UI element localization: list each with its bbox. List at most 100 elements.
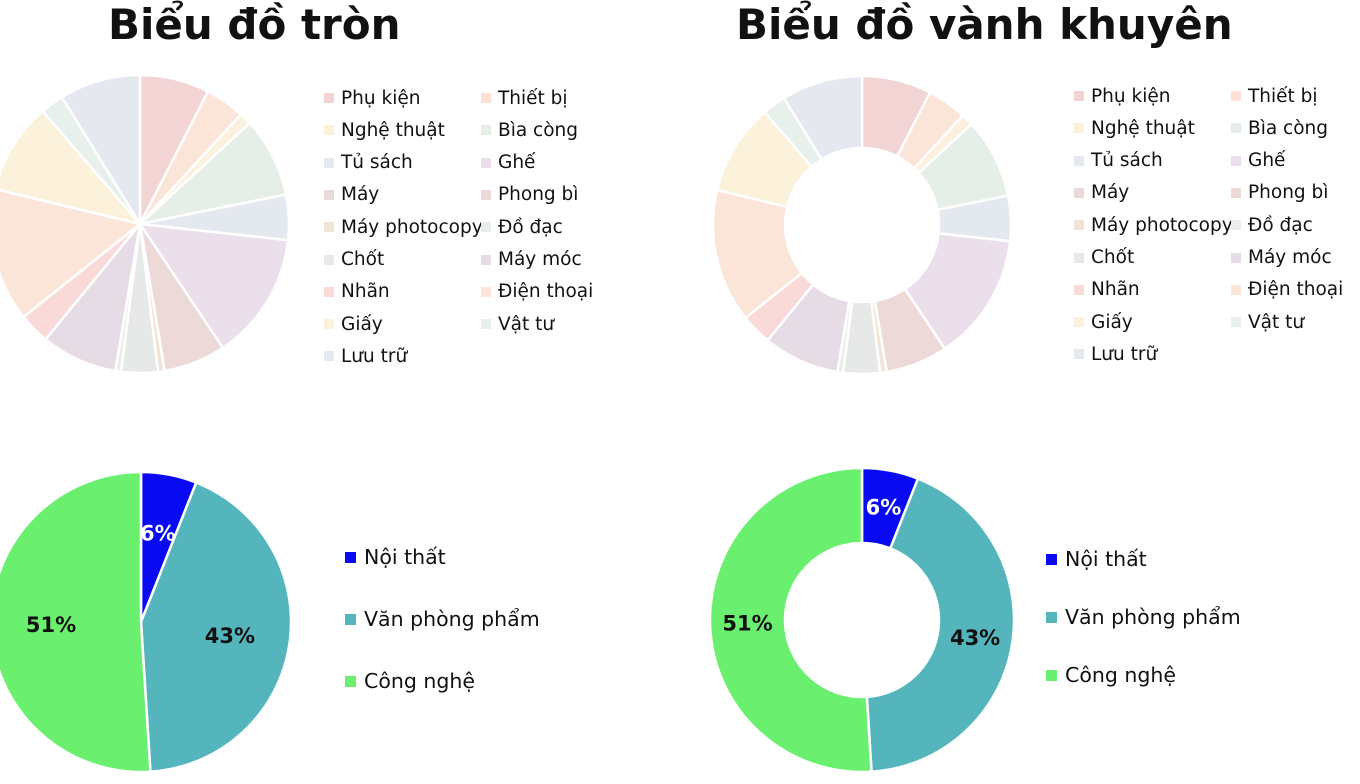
legend-item-phu-kien: Phụ kiện (1074, 84, 1170, 108)
legend-label: Máy móc (498, 249, 582, 270)
legend-label: Lưu trữ (1091, 343, 1158, 365)
legend-item-van-phong-pham: Văn phòng phẩm (1046, 604, 1241, 630)
legend-swatch (1074, 220, 1084, 231)
legend-label: Phong bì (498, 184, 579, 206)
legend-label: Ghế (1248, 150, 1286, 172)
legend-swatch (1074, 252, 1084, 263)
legend-swatch (1231, 317, 1241, 328)
legend-item-do-dac: Đồ đạc (1231, 213, 1313, 237)
slice-label-noi-that: 6% (140, 522, 176, 546)
legend-swatch (324, 222, 334, 233)
legend-item-cong-nghe: Công nghệ (1046, 662, 1176, 688)
legend-item-thiet-bi: Thiết bị (1231, 84, 1318, 108)
legend-label: Nhãn (1091, 279, 1140, 301)
legend-item-ghe: Ghế (1231, 149, 1285, 173)
legend-swatch (324, 189, 334, 200)
legend-label: Chốt (341, 249, 385, 270)
legend-label: Nghệ thuật (341, 119, 445, 141)
legend-item-thiet-bi: Thiết bị (481, 86, 568, 110)
slice-label-cong-nghe: 51% (26, 613, 76, 637)
legend-swatch (481, 93, 491, 103)
legend-swatch (1074, 155, 1084, 166)
legend-item-nhan: Nhãn (1074, 278, 1140, 302)
slice-label-noi-that: 6% (866, 496, 902, 520)
legend-item-phu-kien: Phụ kiện (324, 86, 420, 110)
legend-swatch (1231, 220, 1241, 231)
legend-swatch (481, 157, 491, 168)
donut-chart-segments: 6% 43% 51% (708, 466, 1016, 774)
legend-swatch (1231, 91, 1241, 101)
slice-nghe-thuat (0, 109, 144, 227)
legend-swatch (481, 286, 491, 297)
legend-item-bia-cong: Bìa còng (1231, 116, 1328, 140)
legend-label: Công nghệ (1065, 663, 1176, 687)
legend-label: Bìa còng (498, 119, 579, 141)
legend-swatch (1231, 284, 1241, 295)
legend-item-ghe: Ghế (481, 151, 535, 175)
legend-swatch (324, 286, 334, 297)
legend-swatch (1231, 187, 1241, 198)
legend-swatch (324, 93, 334, 103)
legend-swatch (481, 189, 491, 200)
legend-item-luu-tru: Lưu trữ (324, 344, 407, 368)
pie-chart-segments: 6% 43% 51% (0, 470, 293, 774)
legend-item-chot: Chốt (1074, 246, 1134, 270)
legend-item-giay: Giấy (1074, 310, 1133, 334)
legend-label: Nghệ thuật (1091, 117, 1195, 139)
legend-swatch (345, 675, 356, 687)
legend-swatch (1074, 91, 1084, 101)
legend-label: Vật tư (1248, 311, 1305, 333)
legend-label: Điện thoại (1248, 279, 1344, 301)
legend-label: Bìa còng (1248, 117, 1329, 139)
legend-label: Văn phòng phẩm (1065, 605, 1241, 629)
legend-item-nghe-thuat: Nghệ thuật (1074, 116, 1195, 140)
legend-item-vat-tu: Vật tư (481, 312, 554, 336)
legend-item-noi-that: Nội thất (1046, 546, 1147, 572)
pie-chart-title: Biểu đồ tròn (108, 0, 401, 49)
legend-label: Công nghệ (364, 669, 475, 693)
legend-label: Đồ đạc (1248, 214, 1313, 236)
legend-swatch (1074, 349, 1084, 360)
slice-van-phong-pham (865, 477, 1016, 774)
slice-dien-thoai (0, 188, 143, 319)
legend-item-may-photocopy: Máy photocopy (1074, 213, 1233, 237)
legend-item-dien-thoai: Điện thoại (1231, 278, 1343, 302)
legend-swatch (1046, 669, 1057, 681)
legend-item-phong-bi: Phong bì (1231, 181, 1328, 205)
slice-luu-tru (60, 73, 142, 229)
legend-swatch (1074, 187, 1084, 198)
legend-item-nhan: Nhãn (324, 280, 390, 304)
slice-van-phong-pham (139, 480, 293, 774)
legend-label: Nhãn (341, 281, 390, 303)
legend-label: Giấy (1091, 311, 1133, 333)
legend-label: Văn phòng phẩm (364, 607, 540, 631)
legend-item-vat-tu: Vật tư (1231, 310, 1304, 334)
legend-label: Đồ đạc (498, 216, 563, 238)
legend-swatch (1046, 611, 1057, 623)
legend-item-may-photocopy: Máy photocopy (324, 215, 483, 239)
legend-item-van-phong-pham: Văn phòng phẩm (345, 606, 540, 632)
legend-item-nghe-thuat: Nghệ thuật (324, 118, 445, 142)
slice-luu-tru (782, 74, 864, 162)
legend-label: Điện thoại (498, 281, 594, 303)
legend-item-chot: Chốt (324, 248, 384, 272)
legend-label: Phụ kiện (341, 87, 421, 109)
legend-item-may-moc: Máy móc (1231, 246, 1332, 270)
legend-swatch (1074, 123, 1084, 134)
legend-swatch (481, 319, 491, 330)
legend-label: Máy (1091, 182, 1130, 204)
legend-item-bia-cong: Bìa còng (481, 118, 578, 142)
legend-item-may-moc: Máy móc (481, 248, 582, 272)
legend-item-luu-tru: Lưu trữ (1074, 342, 1157, 366)
legend-item-noi-that: Nội thất (345, 544, 446, 570)
legend-label: Vật tư (498, 313, 555, 335)
legend-swatch (324, 125, 334, 136)
legend-item-tu-sach: Tủ sách (324, 151, 413, 175)
legend-label: Tủ sách (1091, 150, 1163, 172)
legend-swatch (1231, 252, 1241, 263)
legend-swatch (324, 319, 334, 330)
legend-item-cong-nghe: Công nghệ (345, 668, 475, 694)
legend-swatch (1231, 123, 1241, 134)
legend-item-phong-bi: Phong bì (481, 183, 578, 207)
legend-label: Máy móc (1248, 247, 1332, 268)
